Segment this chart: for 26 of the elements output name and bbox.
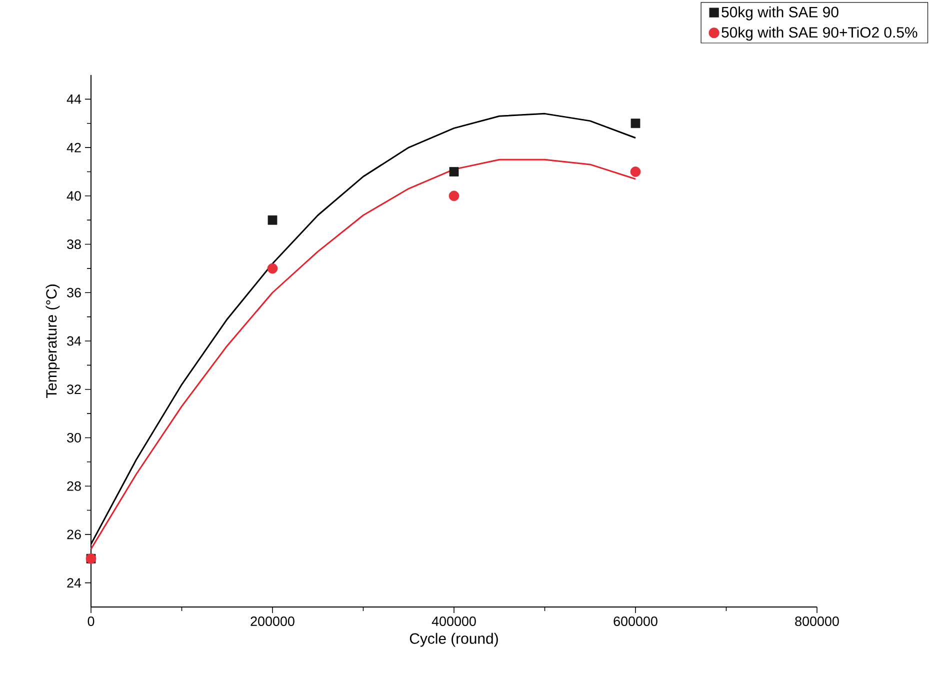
y-tick-label: 44	[66, 94, 82, 104]
y-tick-label: 32	[67, 384, 81, 394]
legend-label: 50kg with SAE 90	[722, 6, 838, 20]
point	[630, 166, 641, 177]
point	[448, 190, 460, 202]
point	[267, 263, 278, 274]
y-tick-label: 24	[67, 578, 82, 588]
point	[449, 167, 459, 176]
x-tick-label: 800000	[795, 616, 839, 626]
y-tick-label: 30	[67, 432, 81, 442]
y-tick-label: 40	[66, 191, 81, 201]
x-tick-label: 400000	[432, 616, 476, 626]
point	[630, 118, 640, 128]
y-tick-label: 42	[66, 142, 81, 152]
x-tick-label: 0	[88, 616, 94, 626]
x-tick-label: 600000	[614, 616, 658, 626]
y-tick-label: 36	[67, 288, 81, 298]
y-tick-label: 26	[67, 530, 81, 540]
y-tick-label: 28	[67, 481, 81, 491]
x-tick-label: 200000	[250, 616, 294, 626]
x-axis-title: Cycle (round)	[410, 632, 498, 647]
y-axis-title: Temperature (°C)	[46, 284, 60, 398]
legend-label: 50kg with SAE 90+TiO2 0.5%	[722, 26, 918, 41]
point	[268, 215, 278, 225]
y-tick-label: 38	[67, 240, 81, 250]
y-tick-label: 34	[67, 336, 82, 346]
